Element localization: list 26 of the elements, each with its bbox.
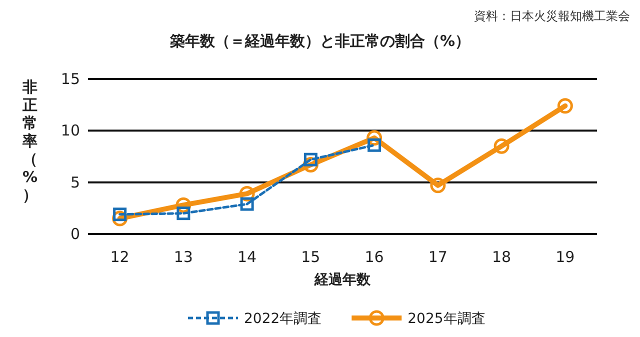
- y-axis-title: 非正常率（%）: [22, 78, 38, 204]
- chart-title: 築年数（＝経過年数）と非正常の割合（%）: [168, 32, 470, 50]
- y-tick-label: 0: [70, 225, 80, 243]
- x-tick-label: 14: [238, 248, 257, 266]
- x-tick-label: 19: [556, 248, 575, 266]
- point: [430, 178, 446, 194]
- point: [557, 98, 573, 114]
- text: 資料：日本火災報知機工業会: [474, 9, 630, 23]
- x-tick-label: 18: [492, 248, 512, 266]
- x-tick-label: 12: [110, 248, 130, 266]
- x-tick-label: 13: [174, 248, 193, 266]
- legend-label: 2025年調査: [408, 311, 486, 327]
- point: [368, 138, 382, 152]
- point: [113, 208, 127, 222]
- point: [494, 138, 510, 154]
- legend-label: 2022年調査: [244, 311, 322, 327]
- y-tick-label: 10: [60, 122, 80, 140]
- point: [176, 206, 190, 220]
- x-tick-label: 16: [364, 248, 384, 266]
- point: [240, 197, 254, 211]
- y-tick-label: 5: [70, 173, 80, 192]
- point: [304, 152, 318, 166]
- x-axis-title: 経過年数: [314, 272, 372, 288]
- x-tick-label: 15: [301, 248, 320, 266]
- x-tick-label: 17: [428, 248, 448, 266]
- y-tick-label: 15: [60, 70, 80, 88]
